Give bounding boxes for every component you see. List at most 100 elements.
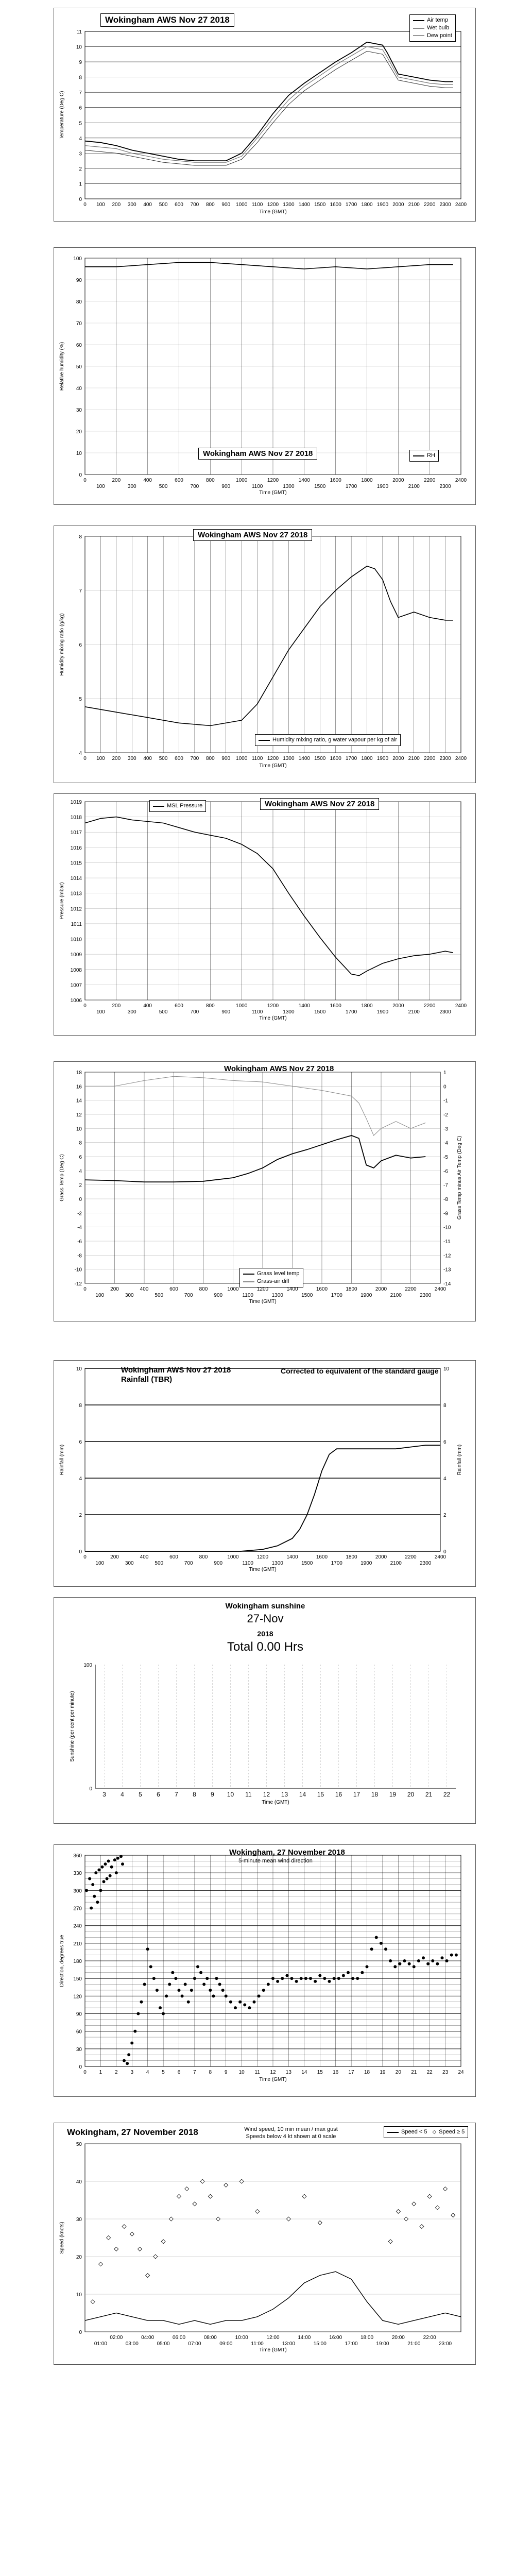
legend-entry-wet-bulb: Wet bulb	[413, 24, 452, 32]
gust-point	[176, 2194, 182, 2199]
direction-point	[323, 1977, 327, 1980]
y2-tick-label: -12	[443, 1253, 451, 1259]
y-tick-label: -4	[77, 1225, 82, 1231]
x-tick-label: 100	[96, 1009, 105, 1015]
x-tick-label: 500	[154, 1293, 163, 1298]
legend-entry-rh: RH	[413, 452, 435, 460]
y-tick-label: 270	[73, 1906, 82, 1912]
x-tick-label: 1900	[360, 1561, 372, 1566]
y-tick-label: 0	[79, 1549, 82, 1555]
series-msl-pressure	[84, 816, 453, 976]
direction-point	[337, 1977, 340, 1980]
x-tick-label: 1200	[267, 202, 279, 208]
x-tick-label: 800	[206, 202, 215, 208]
y-tick-label: 2	[79, 1513, 82, 1518]
x-tick-label: 1800	[361, 202, 373, 208]
gust-point	[388, 2239, 393, 2244]
y-tick-label: 10	[76, 451, 82, 456]
x-tick-label: 2300	[439, 1009, 451, 1015]
y-tick-label: 1014	[71, 876, 82, 882]
direction-point	[155, 1988, 159, 1992]
wind-speed-legend: Speed < 5 ◇ Speed ≥ 5	[384, 2126, 469, 2138]
y-tick-label: 4	[79, 1168, 82, 1174]
gust-point	[208, 2194, 213, 2199]
y-tick-label: 1	[79, 181, 82, 187]
x-tick-label: 300	[128, 202, 136, 208]
legend-entry-mixing-ratio: Humidity mixing ratio, g water vapour pe…	[259, 736, 397, 744]
direction-point	[94, 1871, 98, 1875]
direction-point	[174, 1977, 178, 1980]
x-tick-label: 2400	[455, 756, 467, 761]
direction-point	[417, 1959, 420, 1962]
x-tick-label: 1500	[301, 1293, 313, 1298]
y-axis-label: Temperature (Deg C)	[59, 91, 65, 140]
gust-point	[122, 2224, 127, 2229]
plot-area	[84, 1368, 441, 1552]
y-tick-label: 0	[79, 2330, 82, 2335]
y-tick-label: 40	[76, 2179, 82, 2185]
x-axis-label: Time (GMT)	[259, 2347, 287, 2353]
x-tick-label: 900	[221, 1009, 230, 1015]
x-tick-label: 1700	[346, 756, 357, 761]
y-axis-label: Pressure (mbar)	[59, 882, 65, 919]
sunshine-chart-panel: 3 4 5 6 7 8 9 10 11 12 13 14 15 16 17 18 19 20 21 22 0 100 Tim…	[54, 1597, 476, 1824]
x-tick-label: 1500	[314, 202, 326, 208]
x-tick-label: 13:00	[282, 2341, 295, 2347]
direction-point	[318, 1974, 322, 1977]
x-tick-label: 800	[199, 1554, 208, 1560]
y-tick-label: 14	[76, 1098, 82, 1104]
x-tick-label: 7	[193, 2070, 196, 2075]
x-tick-label: 1800	[361, 756, 373, 761]
x-tick-label: 18	[364, 2070, 370, 2075]
wind-speed-chart-svg: 0 10 20 30 40 50 02:00 04:00 06:00 08:00 10:00 12:0…	[59, 2142, 461, 2353]
direction-point	[190, 1988, 193, 1992]
x-axis-label: Time (GMT)	[259, 2077, 287, 2082]
x-tick-label: 18:00	[360, 2335, 373, 2341]
x-tick-label: 1900	[377, 756, 389, 761]
x-tick-label: 500	[159, 1009, 168, 1015]
direction-point	[266, 1982, 270, 1986]
x-tick-label: 19	[380, 2070, 386, 2075]
x-tick-label: 1500	[314, 756, 326, 761]
mixing-ratio-chart-panel: 4 5 6 7 8 0 100 200 300 400 500 600 700 800 900 1000 110…	[54, 526, 476, 783]
gust-point	[239, 2179, 244, 2184]
direction-point	[97, 1868, 101, 1872]
y2-tick-label: -5	[443, 1155, 448, 1160]
y-tick-label: 100	[83, 1663, 92, 1668]
x-tick-label: 13	[281, 1791, 288, 1798]
y-tick-label: 1007	[71, 982, 82, 988]
rainfall-chart-title: Wokingham AWS Nov 27 2018	[121, 1366, 231, 1375]
x-tick-label: 800	[206, 756, 215, 761]
x-tick-label: 600	[175, 756, 183, 761]
temperature-chart-title: Wokingham AWS Nov 27 2018	[100, 13, 234, 27]
y2-tick-label: -1	[443, 1098, 448, 1104]
x-tick-label: 1100	[252, 756, 263, 761]
y-tick-label: -10	[75, 1267, 82, 1273]
y2-tick-label: -9	[443, 1211, 448, 1216]
y-tick-label: 4	[79, 136, 82, 142]
x-tick-label: 0	[83, 2070, 87, 2075]
direction-point	[180, 1994, 184, 1998]
x-tick-label: 400	[143, 1003, 152, 1009]
x-tick-label: 700	[191, 202, 199, 208]
direction-point	[234, 2006, 237, 2010]
x-axis-label: Time (GMT)	[262, 1800, 289, 1805]
x-tick-label: 4	[121, 1791, 124, 1798]
y-tick-label: 1006	[71, 998, 82, 1004]
x-tick-label: 1300	[272, 1293, 284, 1298]
y-tick-label: 360	[73, 1853, 82, 1859]
x-tick-label: 02:00	[110, 2335, 123, 2341]
x-tick-label: 01:00	[94, 2341, 107, 2347]
x-tick-label: 500	[159, 756, 168, 761]
x-tick-label: 2200	[424, 478, 436, 483]
y-tick-label: 40	[76, 386, 82, 392]
legend-entry-speed-lt5: Speed < 5	[387, 2128, 427, 2136]
x-tick-label: 0	[83, 1286, 87, 1292]
direction-point	[229, 2000, 232, 2004]
y-tick-label: 0	[79, 2064, 82, 2070]
temperature-legend: Air temp Wet bulb Dew point	[409, 14, 456, 42]
direction-point	[212, 1994, 215, 1998]
gust-point	[215, 2216, 221, 2222]
y2-tick-label: -4	[443, 1141, 448, 1146]
direction-point	[186, 2000, 190, 2004]
